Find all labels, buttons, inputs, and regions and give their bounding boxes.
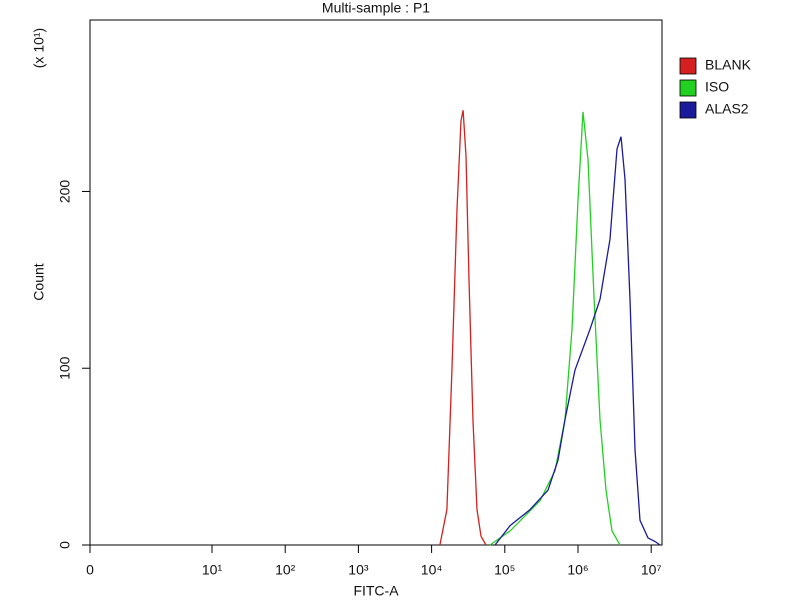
- y-tick-label: 0: [57, 541, 73, 549]
- chart-title: Multi-sample : P1: [322, 0, 430, 16]
- y-axis-label: Count: [31, 263, 47, 300]
- legend-swatch: [679, 57, 697, 75]
- x-tick-label: 10⁶: [567, 562, 588, 578]
- series-line: [494, 136, 661, 546]
- x-axis-label: FITC-A: [353, 583, 399, 599]
- y-tick-label: 100: [57, 356, 73, 380]
- legend-label: ALAS2: [705, 101, 749, 117]
- legend-swatch: [679, 79, 697, 97]
- x-tick-label: 0: [86, 562, 94, 578]
- legend-label: BLANK: [705, 57, 752, 73]
- x-tick-label: 10⁵: [494, 562, 515, 578]
- y-multiplier: (x 10¹): [31, 28, 47, 68]
- x-tick-label: 10³: [348, 562, 369, 578]
- legend-swatch: [679, 101, 697, 119]
- x-tick-label: 10²: [275, 562, 296, 578]
- legend-label: ISO: [705, 79, 729, 95]
- plot-frame: [89, 19, 663, 546]
- x-tick-label: 10⁴: [421, 562, 443, 578]
- y-tick-label: 200: [57, 180, 73, 204]
- series-line: [439, 110, 487, 546]
- x-tick-label: 10¹: [202, 562, 223, 578]
- x-tick-label: 10⁷: [641, 562, 662, 578]
